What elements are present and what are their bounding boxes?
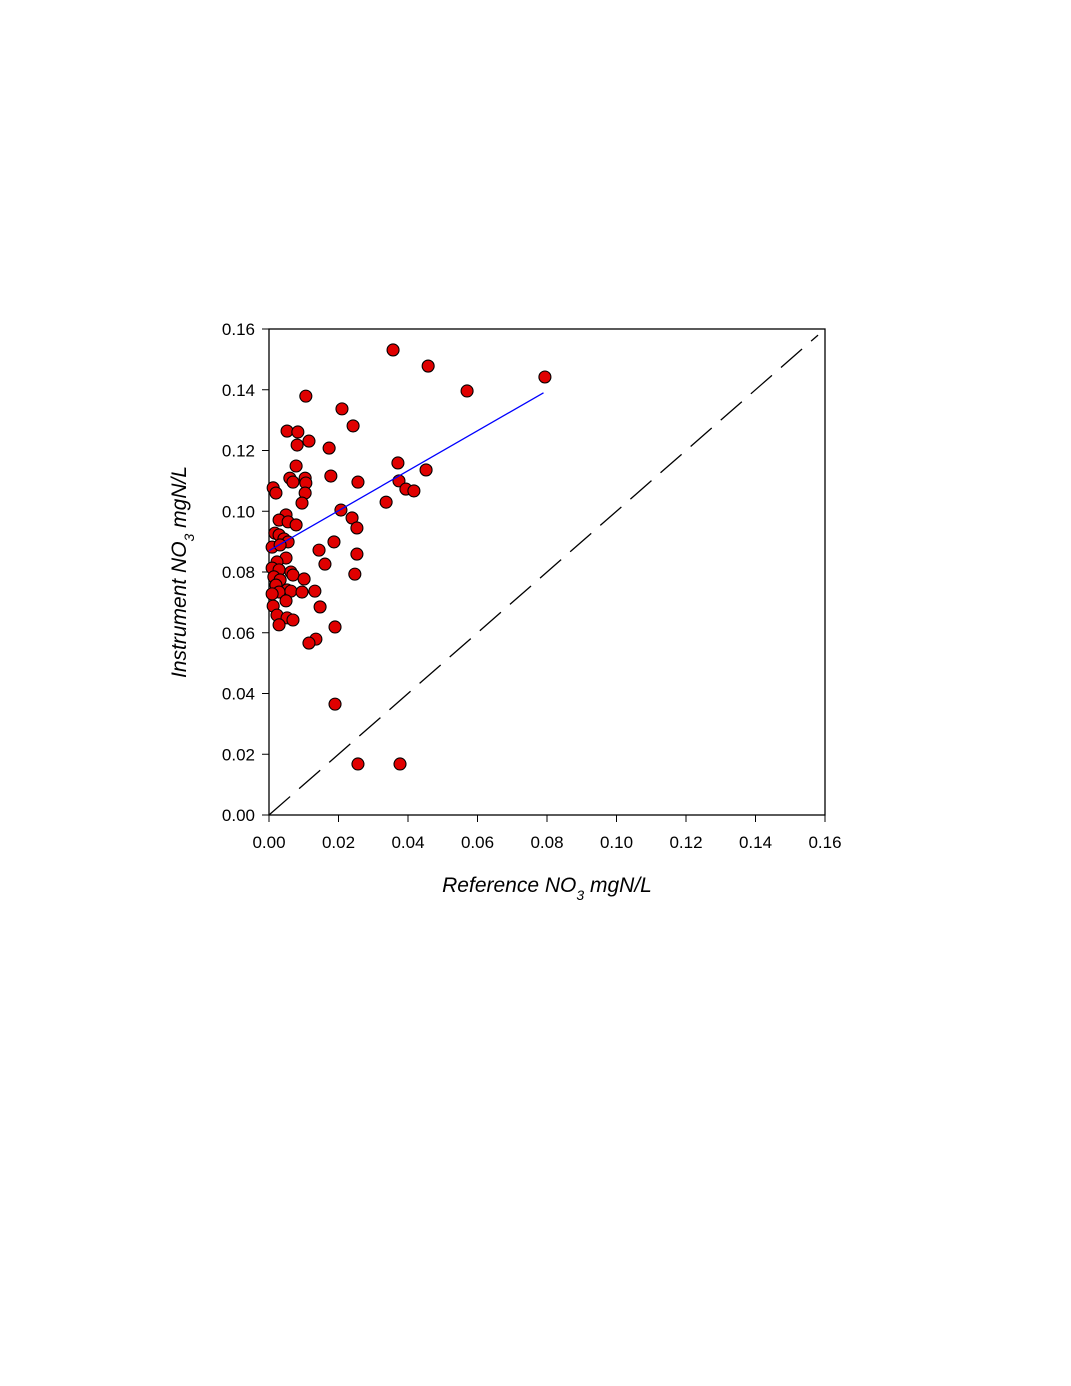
point (272, 618, 286, 632)
point (407, 484, 421, 498)
point (289, 518, 303, 532)
point (312, 543, 326, 557)
x-tick-label: 0.08 (530, 833, 563, 852)
point (291, 425, 305, 439)
point (335, 402, 349, 416)
point (328, 697, 342, 711)
y-axis-label-part: 3 (181, 533, 197, 541)
point (302, 636, 316, 650)
x-tick-label: 0.02 (322, 833, 355, 852)
y-axis-label-part: mgN/L (168, 466, 191, 534)
point (350, 547, 364, 561)
x-axis-label-part: mgN/L (584, 874, 652, 897)
fit-line (268, 392, 544, 552)
point (286, 475, 300, 489)
point (279, 594, 293, 608)
identity-line (268, 334, 819, 816)
point (351, 757, 365, 771)
point (324, 469, 338, 483)
point (328, 620, 342, 634)
point (327, 535, 341, 549)
point (538, 370, 552, 384)
point (460, 384, 474, 398)
point (379, 495, 393, 509)
point (295, 496, 309, 510)
point (313, 600, 327, 614)
y-tick-label: 0.02 (222, 745, 255, 764)
point (269, 486, 283, 500)
point (302, 434, 316, 448)
point (386, 343, 400, 357)
x-tick-label: 0.12 (669, 833, 702, 852)
y-axis-label: Instrument NO3 mgN/L (168, 466, 197, 678)
x-tick-label: 0.16 (808, 833, 841, 852)
point (318, 557, 332, 571)
point (308, 584, 322, 598)
point (351, 475, 365, 489)
y-tick-label: 0.16 (222, 320, 255, 339)
point (348, 567, 362, 581)
y-tick-label: 0.08 (222, 563, 255, 582)
point (297, 572, 311, 586)
point (346, 419, 360, 433)
y-tick-label: 0.00 (222, 806, 255, 825)
point (299, 389, 313, 403)
x-tick-label: 0.00 (252, 833, 285, 852)
y-tick-label: 0.04 (222, 685, 255, 704)
x-axis-label-part: 3 (576, 887, 584, 903)
y-tick-label: 0.14 (222, 381, 255, 400)
x-axis-label-part: Reference NO (442, 874, 576, 897)
point (286, 568, 300, 582)
point (391, 456, 405, 470)
point (295, 585, 309, 599)
y-tick-label: 0.06 (222, 624, 255, 643)
x-tick-label: 0.10 (600, 833, 633, 852)
point (421, 359, 435, 373)
y-tick-label: 0.12 (222, 442, 255, 461)
point (280, 424, 294, 438)
x-tick-label: 0.04 (391, 833, 424, 852)
y-tick-label: 0.10 (222, 502, 255, 521)
x-tick-label: 0.06 (461, 833, 494, 852)
point (322, 441, 336, 455)
point (289, 459, 303, 473)
point (265, 587, 279, 601)
x-tick-label: 0.14 (739, 833, 772, 852)
point (290, 438, 304, 452)
y-axis-label-part: Instrument NO (168, 541, 191, 678)
point (393, 757, 407, 771)
point (350, 521, 364, 535)
point (286, 613, 300, 627)
point (419, 463, 433, 477)
x-axis-label: Reference NO3 mgN/L (442, 874, 652, 903)
